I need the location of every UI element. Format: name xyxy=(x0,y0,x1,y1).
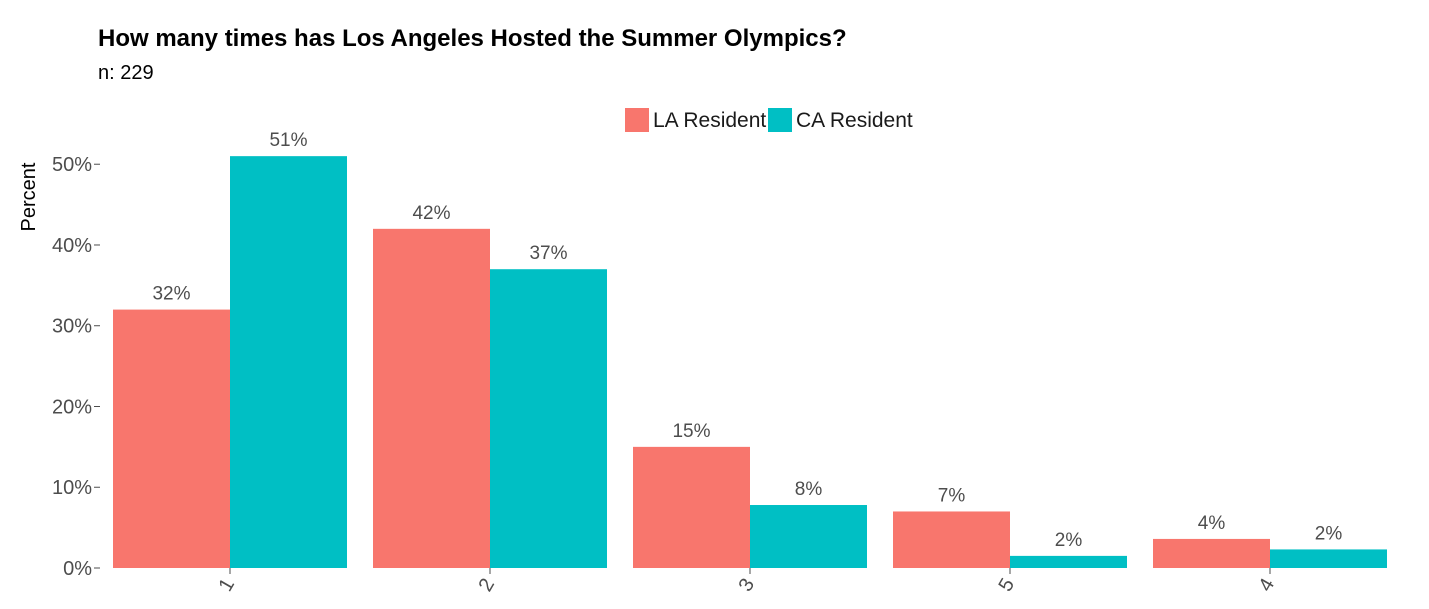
y-tick-label: 50% xyxy=(52,154,92,176)
data-label: 7% xyxy=(938,485,966,506)
legend-label: CA Resident xyxy=(796,109,913,132)
legend-label: LA Resident xyxy=(653,109,766,132)
y-tick-label: 40% xyxy=(52,235,92,257)
data-label: 15% xyxy=(672,421,710,442)
data-label: 51% xyxy=(269,130,307,151)
y-tick-label: 10% xyxy=(52,477,92,499)
legend: LA Resident CA Resident xyxy=(625,108,913,132)
data-label: 2% xyxy=(1055,530,1083,551)
data-label: 37% xyxy=(529,243,567,264)
x-tick-label: 5 xyxy=(994,575,1019,596)
bar-ca-resident-1 xyxy=(230,156,347,568)
bar-la-resident-3 xyxy=(633,446,750,568)
x-tick-label: 3 xyxy=(734,575,759,596)
data-label: 32% xyxy=(152,284,190,305)
legend-swatch xyxy=(625,108,649,132)
data-label: 4% xyxy=(1198,513,1226,534)
y-axis-title: Percent xyxy=(18,162,40,231)
x-tick-label: 1 xyxy=(214,575,239,596)
y-tick-label: 30% xyxy=(52,316,92,338)
bar-la-resident-1 xyxy=(113,309,230,568)
chart-subtitle: n: 229 xyxy=(98,62,154,84)
bar-ca-resident-2 xyxy=(490,269,607,568)
bar-ca-resident-4 xyxy=(1270,549,1387,568)
data-label: 2% xyxy=(1315,523,1343,544)
chart-title: How many times has Los Angeles Hosted th… xyxy=(98,25,847,52)
x-tick-label: 4 xyxy=(1254,575,1279,596)
y-tick-label: 0% xyxy=(63,558,92,580)
bar-la-resident-4 xyxy=(1153,538,1270,568)
y-tick-label: 20% xyxy=(52,396,92,418)
data-label: 8% xyxy=(795,479,823,500)
bars xyxy=(113,156,1387,568)
x-axis: 1 2 3 5 4 xyxy=(214,568,1279,595)
bar-la-resident-5 xyxy=(893,511,1010,568)
bar-ca-resident-5 xyxy=(1010,555,1127,568)
bar-la-resident-2 xyxy=(373,228,490,568)
bar-ca-resident-3 xyxy=(750,505,867,568)
legend-swatch xyxy=(768,108,792,132)
y-axis: 0% 10% 20% 30% 40% 50% xyxy=(52,154,100,580)
x-tick-label: 2 xyxy=(474,575,499,596)
data-labels: 32% 51% 42% 37% 15% 8% 7% 2% 4% 2% xyxy=(152,130,1342,551)
data-label: 42% xyxy=(412,203,450,224)
